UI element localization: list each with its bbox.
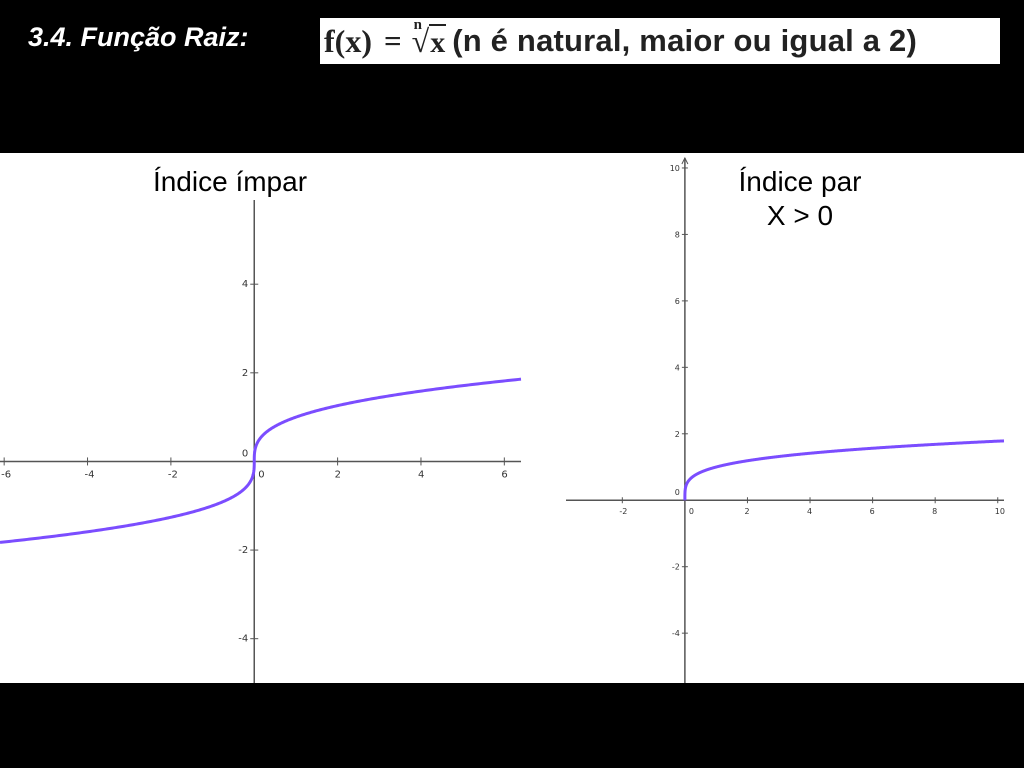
- left-y-tick-label: 2: [242, 368, 248, 379]
- formula-banner: f(x) = n √x (n é natural, maior ou igual…: [320, 16, 1000, 64]
- formula-condition: (n é natural, maior ou igual a 2): [452, 23, 917, 58]
- chart-left-title-text: Índice ímpar: [152, 166, 308, 197]
- right-x-tick-label: 0: [689, 507, 694, 516]
- right-y-tick-label: 4: [675, 363, 680, 372]
- left-x-tick-label: 6: [501, 469, 507, 480]
- chart-right-title-text: Índice par: [738, 166, 862, 197]
- right-curve-line: [683, 439, 1005, 501]
- left-x-tick-label: -2: [168, 469, 178, 480]
- right-x-tick-label: -2: [619, 507, 627, 516]
- right-y-tick-label: -2: [672, 563, 680, 572]
- chart-left-title: Índice ímpar: [100, 165, 360, 199]
- right-y-tick-label: 0: [675, 488, 680, 497]
- radicand: x: [429, 23, 447, 59]
- right-y-tick-label: -4: [672, 629, 680, 638]
- radical-index: n: [413, 16, 422, 33]
- right-y-tick-label: 8: [675, 230, 680, 239]
- right-x-tick-label: 8: [932, 507, 937, 516]
- slide-title: 3.4. Função Raiz:: [28, 22, 249, 52]
- formula-lhs: f(x): [324, 22, 372, 59]
- right-y-arrow: [681, 156, 689, 165]
- formula-equals: =: [383, 23, 402, 58]
- left-y-tick-label: 0: [242, 448, 248, 459]
- right-x-tick-label: 2: [744, 507, 749, 516]
- charts-area: -6 -4 -2 0 2 4 6 -4 -2 0 2 4 -2 0 2 4 6 8 10 -4 -2 0 2 4 6 8 10 Ín…: [0, 153, 1024, 683]
- right-y-tick-label: 10: [670, 164, 680, 173]
- left-y-tick-label: -2: [238, 545, 248, 556]
- charts-svg: -6 -4 -2 0 2 4 6 -4 -2 0 2 4 -2 0 2 4 6 8 10 -4 -2 0 2 4 6 8 10: [0, 156, 1005, 683]
- right-y-tick-label: 2: [675, 430, 680, 439]
- left-x-tick-label: 0: [258, 469, 264, 480]
- left-curve-line: [0, 377, 522, 544]
- left-x-tick-label: -6: [1, 469, 11, 480]
- left-x-tick-label: 2: [335, 469, 341, 480]
- right-x-tick-label: 6: [870, 507, 875, 516]
- left-x-tick-label: -4: [85, 469, 95, 480]
- chart-right-title: Índice par X > 0: [680, 165, 920, 233]
- left-y-tick-label: -4: [238, 634, 248, 645]
- right-y-tick-label: 6: [675, 297, 680, 306]
- radical-symbol: n √x: [411, 16, 447, 59]
- right-x-tick-label: 4: [807, 507, 812, 516]
- chart-right-subtitle: X > 0: [766, 200, 834, 231]
- left-x-tick-label: 4: [418, 469, 424, 480]
- left-y-tick-label: 4: [242, 279, 248, 290]
- right-x-tick-label: 10: [995, 507, 1005, 516]
